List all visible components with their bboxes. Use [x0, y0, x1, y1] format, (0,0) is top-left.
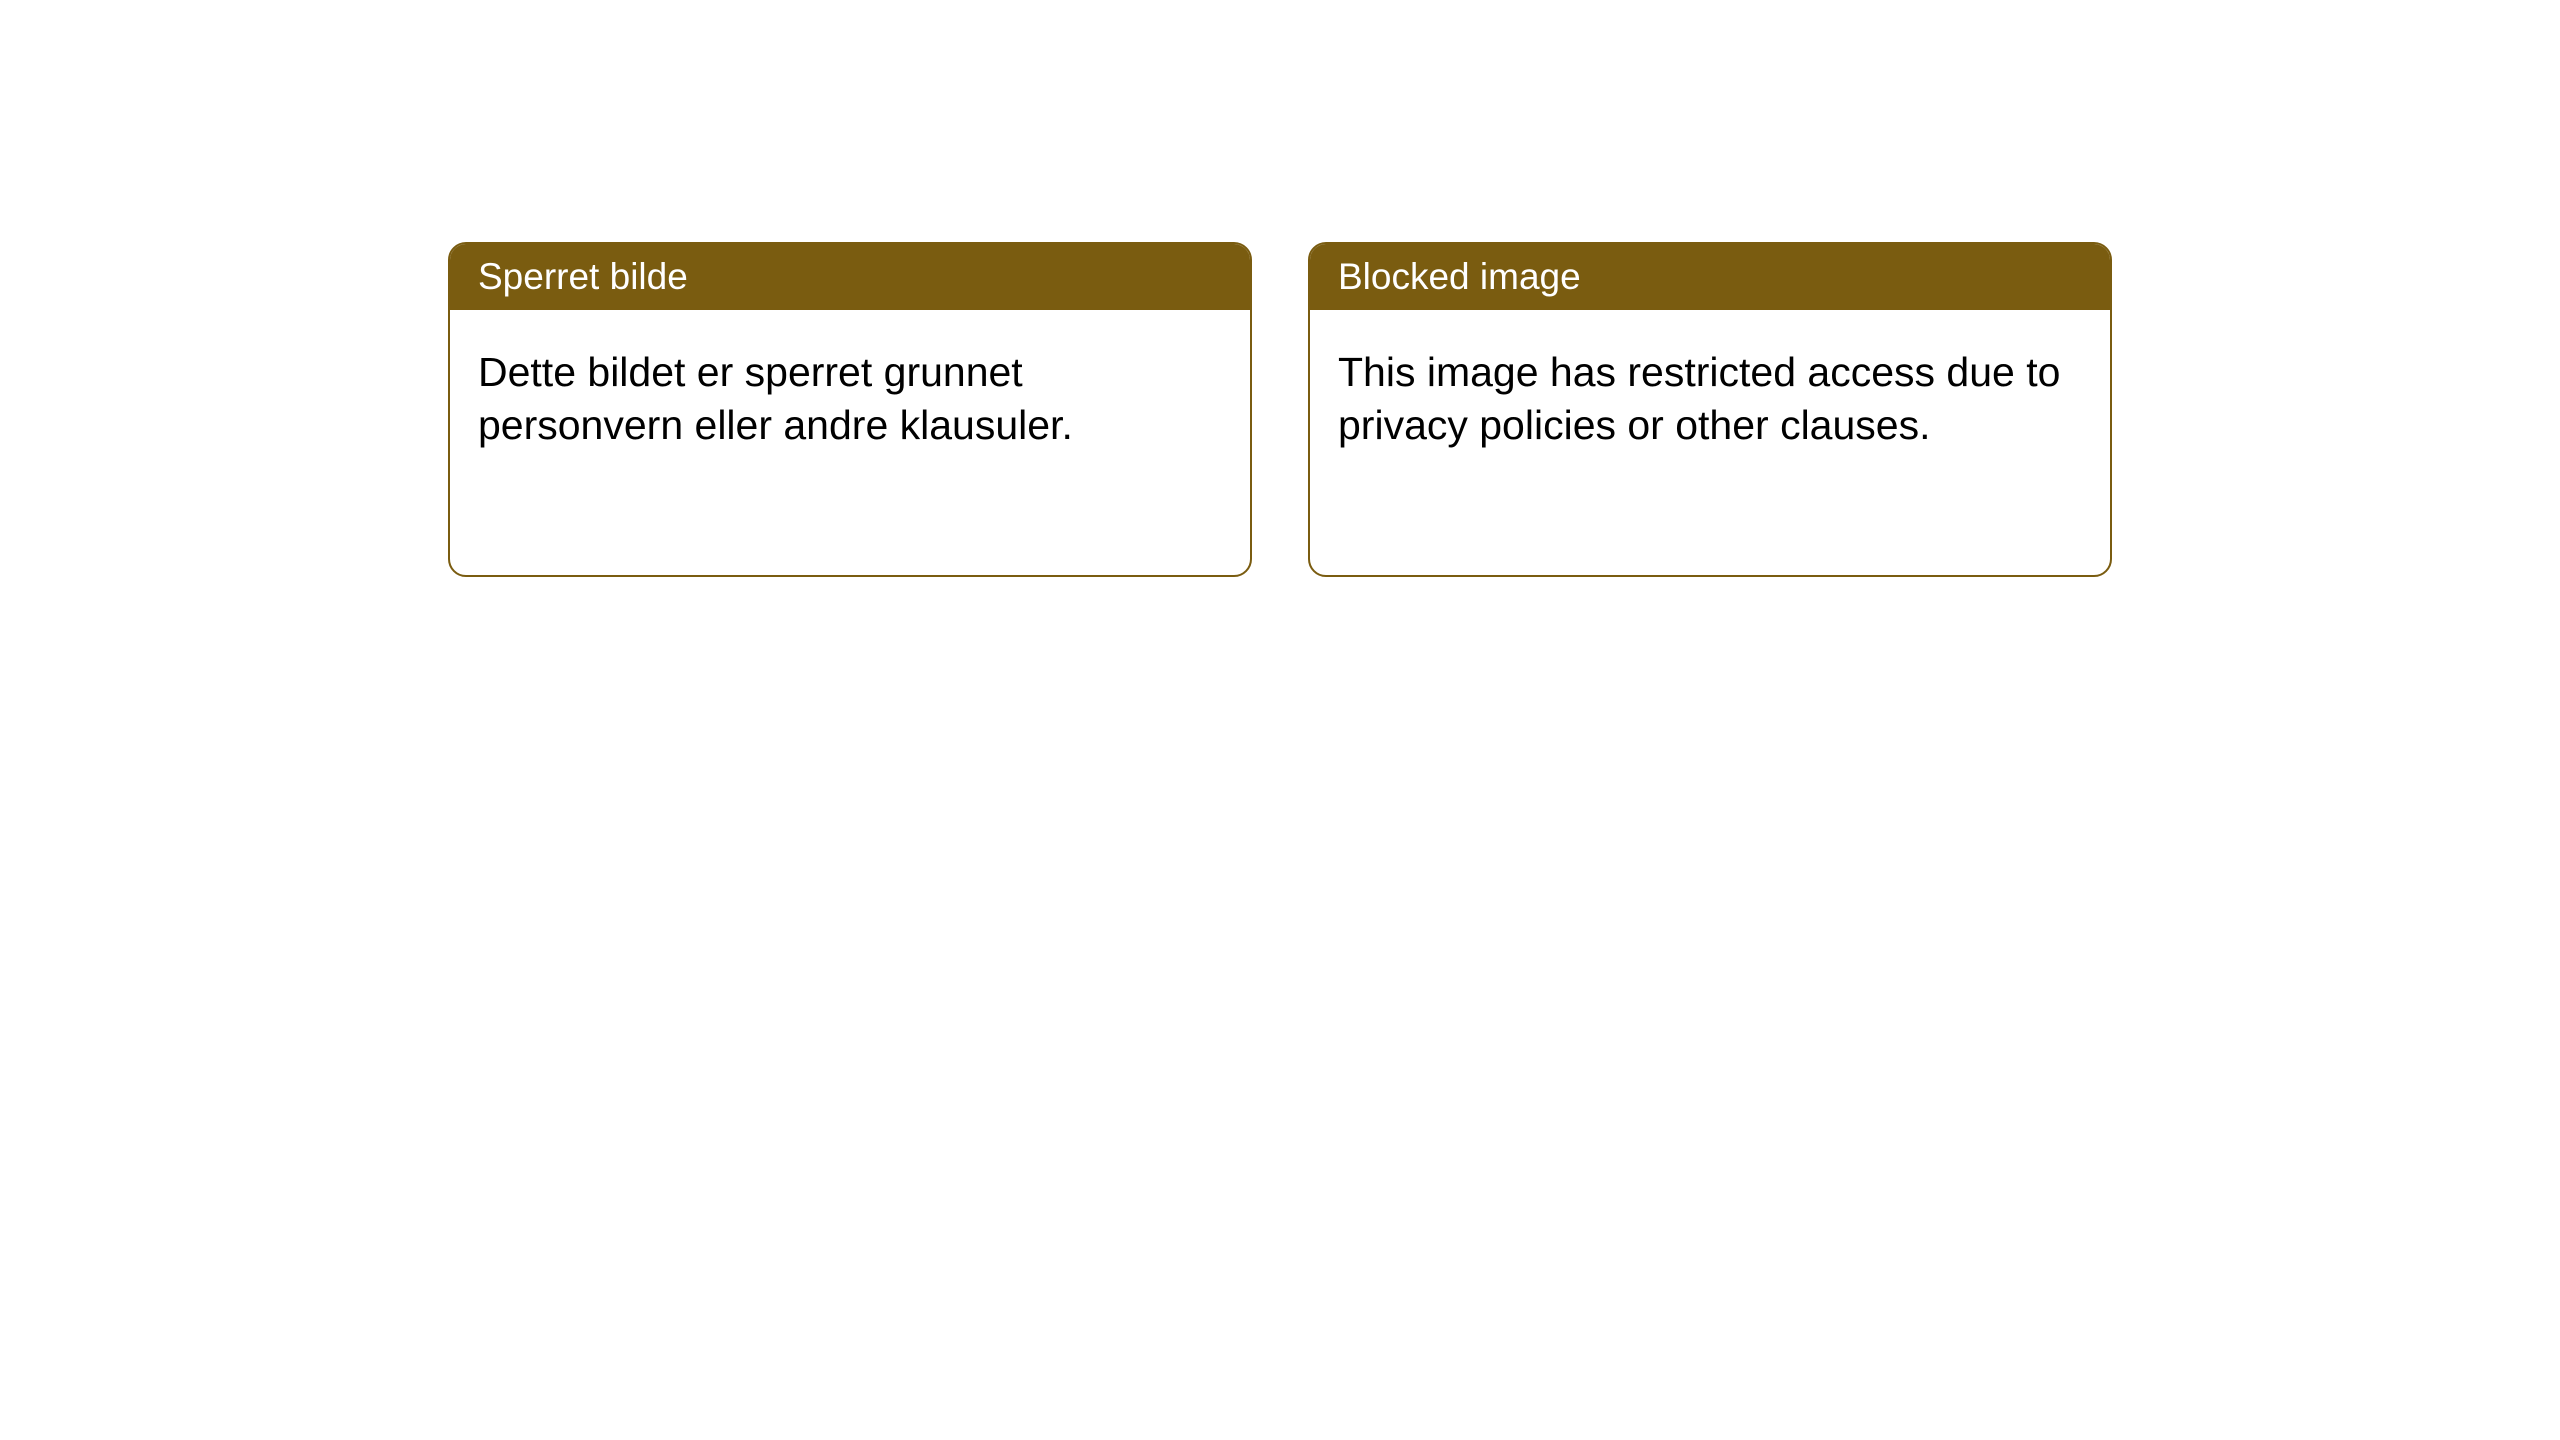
- card-english: Blocked image This image has restricted …: [1308, 242, 2112, 577]
- cards-container: Sperret bilde Dette bildet er sperret gr…: [448, 242, 2112, 577]
- card-norwegian: Sperret bilde Dette bildet er sperret gr…: [448, 242, 1252, 577]
- card-header-english: Blocked image: [1310, 244, 2110, 310]
- card-body-english: This image has restricted access due to …: [1310, 310, 2110, 489]
- card-body-norwegian: Dette bildet er sperret grunnet personve…: [450, 310, 1250, 489]
- card-body-text: This image has restricted access due to …: [1338, 349, 2060, 448]
- card-body-text: Dette bildet er sperret grunnet personve…: [478, 349, 1073, 448]
- card-title: Blocked image: [1338, 256, 1581, 297]
- card-title: Sperret bilde: [478, 256, 688, 297]
- card-header-norwegian: Sperret bilde: [450, 244, 1250, 310]
